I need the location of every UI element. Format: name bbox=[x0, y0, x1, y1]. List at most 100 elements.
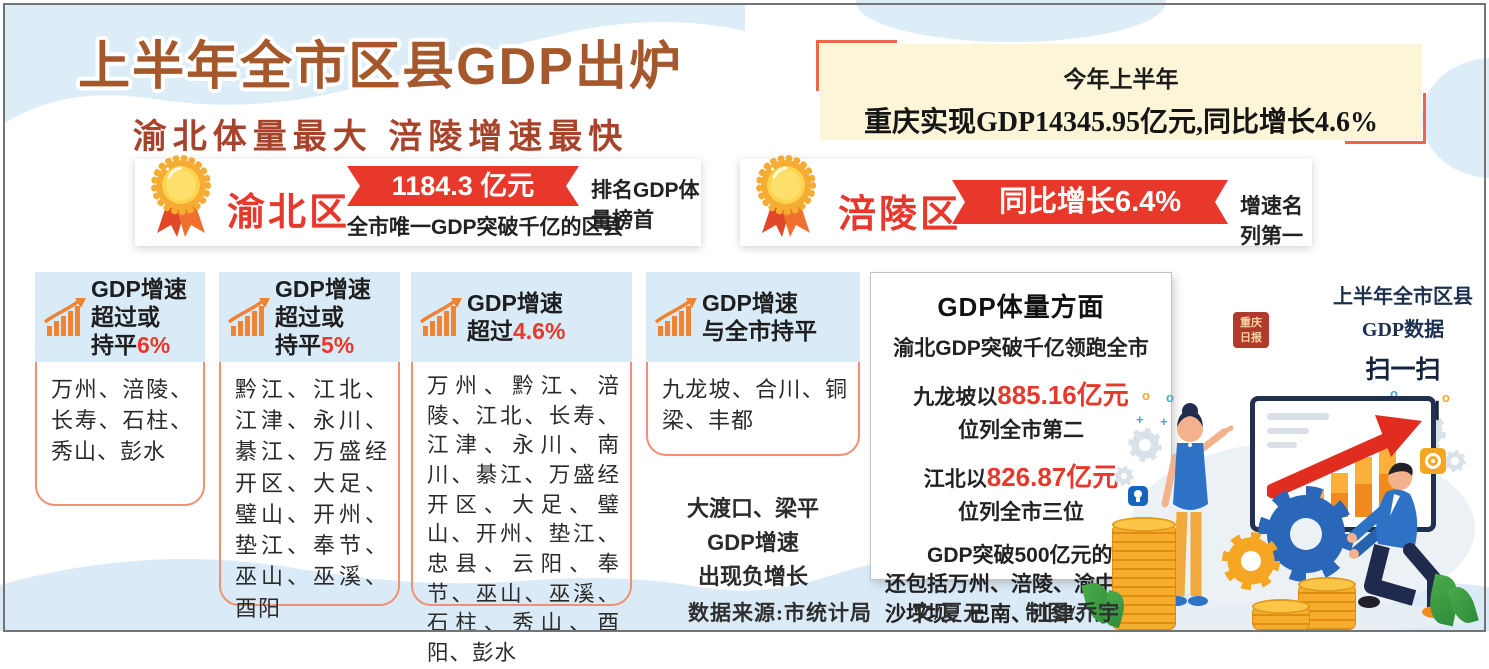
qr-module bbox=[1271, 304, 1277, 310]
qr-module bbox=[1202, 327, 1209, 333]
qr-module bbox=[1242, 275, 1249, 282]
qr-module bbox=[1271, 338, 1277, 345]
qr-module bbox=[1288, 315, 1294, 322]
qr-module bbox=[1271, 287, 1277, 293]
qr-module bbox=[1253, 298, 1260, 305]
coin-stack bbox=[1252, 599, 1310, 630]
qr-module bbox=[1242, 384, 1249, 390]
qr-module bbox=[1202, 292, 1209, 299]
qr-module bbox=[1248, 355, 1254, 362]
panel-lead: 渝北GDP突破千亿领跑全市 bbox=[893, 337, 1149, 360]
value-ribbon: 1184.3 亿元 bbox=[347, 166, 579, 206]
qr-module bbox=[1225, 372, 1231, 379]
qr-module bbox=[1265, 367, 1271, 373]
business-illustration: o o + + o + o + bbox=[1081, 386, 1486, 632]
qr-module bbox=[1191, 315, 1197, 322]
qr-module bbox=[1202, 315, 1209, 322]
data-source: 数据来源:市统计局 bbox=[688, 601, 872, 625]
qr-module bbox=[1242, 367, 1249, 373]
qr-module bbox=[1219, 298, 1226, 305]
qr-module bbox=[1242, 361, 1249, 368]
qr-module bbox=[1213, 384, 1220, 390]
qr-module bbox=[1191, 350, 1197, 356]
qr-module bbox=[1208, 275, 1214, 282]
qr-module bbox=[1288, 298, 1294, 305]
qr-module bbox=[1191, 275, 1197, 282]
qr-module bbox=[1213, 315, 1220, 322]
qr-module bbox=[1225, 367, 1231, 373]
qr-module bbox=[1191, 332, 1197, 339]
qr-module bbox=[1253, 281, 1260, 288]
qr-module bbox=[1213, 361, 1220, 368]
qr-module bbox=[1276, 310, 1283, 316]
qr-module bbox=[1299, 344, 1306, 350]
qr-module bbox=[1248, 298, 1254, 305]
growth-column-4-6pct: GDP增速 超过4.6% 万州、黔江、涪陵、江北、长寿、江津、永川、南川、綦江、… bbox=[411, 272, 632, 665]
cloud-shape bbox=[5, 5, 745, 123]
qr-module bbox=[1213, 292, 1220, 299]
qr-module bbox=[1305, 270, 1311, 276]
cloud-shape bbox=[856, 0, 1166, 42]
qr-module bbox=[1288, 361, 1294, 368]
qr-module bbox=[1305, 292, 1311, 299]
qr-module bbox=[1248, 361, 1254, 368]
qr-module bbox=[1242, 298, 1249, 305]
qr-module bbox=[1225, 315, 1231, 322]
qr-module bbox=[1208, 384, 1214, 390]
qr-module bbox=[1219, 332, 1226, 339]
qr-module bbox=[1231, 372, 1237, 379]
qr-module bbox=[1271, 298, 1277, 305]
qr-module bbox=[1288, 350, 1294, 356]
qr-module bbox=[1253, 367, 1260, 373]
qr-module bbox=[1219, 310, 1226, 316]
qr-module bbox=[1202, 372, 1209, 379]
qr-module bbox=[1305, 315, 1311, 322]
qr-module bbox=[1253, 270, 1260, 276]
text-line-shape bbox=[1267, 442, 1297, 448]
qr-module bbox=[1196, 378, 1203, 385]
qr-module bbox=[1231, 292, 1237, 299]
qr-module bbox=[1213, 281, 1220, 288]
qr-module bbox=[1293, 298, 1300, 305]
qr-module bbox=[1259, 281, 1266, 288]
qr-module bbox=[1213, 304, 1220, 310]
qr-module bbox=[1242, 292, 1249, 299]
qr-module bbox=[1265, 287, 1271, 293]
growth-chart-icon bbox=[227, 298, 270, 336]
qr-module bbox=[1219, 355, 1226, 362]
qr-module bbox=[1196, 292, 1203, 299]
text-line-shape bbox=[1267, 413, 1329, 420]
qr-module bbox=[1196, 275, 1203, 282]
qr-module bbox=[1196, 355, 1203, 362]
qr-module bbox=[1208, 367, 1214, 373]
qr-module bbox=[1271, 275, 1277, 282]
medal-icon bbox=[756, 155, 816, 237]
qr-module bbox=[1265, 350, 1271, 356]
qr-module bbox=[1265, 344, 1271, 350]
qr-module bbox=[1236, 384, 1243, 390]
qr-module bbox=[1231, 378, 1237, 385]
qr-module bbox=[1293, 355, 1300, 362]
qr-module bbox=[1196, 338, 1203, 345]
qr-module bbox=[1208, 270, 1214, 276]
qr-module bbox=[1299, 327, 1306, 333]
qr-module bbox=[1208, 350, 1214, 356]
qr-module bbox=[1236, 361, 1243, 368]
panel-title: GDP体量方面 bbox=[937, 292, 1105, 322]
qr-module bbox=[1305, 310, 1311, 316]
qr-module bbox=[1236, 304, 1243, 310]
qr-module bbox=[1276, 287, 1283, 293]
qr-module bbox=[1242, 350, 1249, 356]
author-credit: 文/夏元 bbox=[912, 601, 986, 625]
card-note: 增速名列第一 bbox=[1240, 195, 1303, 248]
qr-module bbox=[1208, 304, 1214, 310]
qr-module bbox=[1191, 304, 1197, 310]
qr-module bbox=[1231, 367, 1237, 373]
qr-module bbox=[1288, 287, 1294, 293]
qr-module bbox=[1219, 292, 1226, 299]
rank3-line: 江北以826.87亿元 bbox=[923, 462, 1119, 492]
qr-module bbox=[1293, 338, 1300, 345]
qr-module bbox=[1242, 372, 1249, 379]
qr-module bbox=[1202, 281, 1209, 288]
